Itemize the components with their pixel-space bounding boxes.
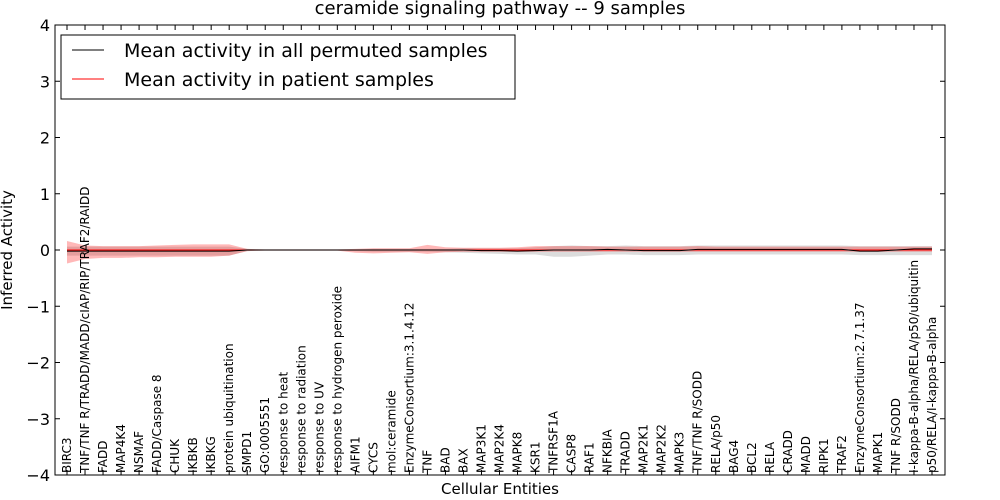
y-tick-label: 0	[40, 241, 50, 260]
x-axis-category-labels: BIRC3 TNF/TNF R/TRADD/MADD/cIAP/RIP/TRAF2…	[60, 25, 939, 475]
x-category-label: MAP2K2	[655, 424, 669, 473]
x-category-label: RELA	[763, 441, 777, 473]
band-permuted	[67, 245, 932, 257]
x-category-label: KSR1	[529, 442, 543, 473]
x-category-label: MAPK8	[511, 432, 525, 473]
x-category-label: MAPK3	[673, 432, 687, 473]
x-category-label: CYCS	[366, 442, 380, 473]
x-category-label: MAP4K4	[114, 424, 128, 473]
x-category-label: FADD/Caspase 8	[150, 374, 164, 473]
y-tick-label: −2	[26, 354, 50, 373]
x-category-label: MADD	[799, 436, 813, 473]
x-category-label: p50/RELA/I-kappa-B-alpha	[925, 317, 939, 473]
x-category-label: RIPK1	[817, 438, 831, 473]
x-category-label: TNF R/SODD	[889, 398, 903, 474]
x-category-label: AIFM1	[348, 436, 362, 473]
y-tick-label: −4	[26, 466, 50, 485]
x-category-label: CASP8	[565, 434, 579, 473]
legend-frame	[60, 34, 516, 100]
y-tick-label: −3	[26, 410, 50, 429]
band-patient	[67, 241, 932, 264]
x-category-label: MAP3K1	[475, 424, 489, 473]
x-category-label: FADD	[96, 441, 110, 474]
x-category-label: EnzymeConsortium:2.7.1.37	[853, 302, 867, 473]
x-category-label: mol:ceramide	[384, 390, 398, 473]
x-category-label: TNF/TNF R/SODD	[691, 371, 705, 474]
x-category-label: NFKBIA	[601, 428, 615, 473]
x-category-label: response to heat	[276, 371, 290, 473]
y-tick-label: 3	[40, 72, 50, 91]
x-category-label: RAF1	[583, 442, 597, 473]
x-category-label: protein ubiquitination	[222, 343, 236, 473]
y-tick-label: 4	[40, 16, 50, 35]
x-category-label: CRADD	[781, 430, 795, 473]
x-category-label: GO:0005551	[258, 397, 272, 473]
y-tick-label: 1	[40, 185, 50, 204]
y-axis-label: Inferred Activity	[0, 190, 16, 310]
x-category-label: CHUK	[168, 438, 182, 473]
x-axis-label: Cellular Entities	[441, 480, 559, 498]
y-axis: 4 3 2 1 0 −1 −2 −3 −4	[26, 16, 945, 485]
x-category-label: BAD	[438, 447, 452, 473]
x-category-label: EnzymeConsortium:3.1.4.12	[402, 302, 416, 473]
series-line-permuted	[67, 248, 932, 252]
x-category-label: TRAF2	[835, 435, 849, 474]
x-category-label: NSMAF	[132, 431, 146, 473]
chart-title: ceramide signaling pathway -- 9 samples	[315, 0, 686, 19]
confidence-bands	[67, 241, 932, 264]
x-category-label: TNF	[420, 450, 434, 474]
series-lines	[67, 248, 932, 252]
x-category-label: BAX	[457, 448, 471, 473]
legend: Mean activity in all permuted samples Me…	[60, 34, 516, 100]
x-category-label: MAP2K1	[637, 424, 651, 473]
x-category-label: MAPK1	[871, 432, 885, 473]
x-category-label: response to hydrogen peroxide	[330, 286, 344, 473]
x-category-label: IKBKG	[204, 436, 218, 473]
x-category-label: TNF/TNF R/TRADD/MADD/cIAP/RIP/TRAF2/RAID…	[78, 187, 92, 475]
x-category-label: TNFRSF1A	[547, 410, 561, 474]
x-category-label: IKBKB	[186, 437, 200, 473]
x-category-label: response to radiation	[294, 345, 308, 473]
x-category-label: RELA/p50	[709, 415, 723, 473]
x-category-label: TRADD	[619, 431, 633, 474]
x-category-label: response to UV	[312, 381, 326, 473]
x-category-label: MAP2K4	[493, 424, 507, 473]
legend-label-patient: Mean activity in patient samples	[124, 69, 434, 91]
x-category-label: I-kappa-B-alpha/RELA/p50/ubiquitin	[907, 260, 921, 473]
y-tick-label: 2	[40, 129, 50, 148]
x-category-label: BCL2	[745, 442, 759, 473]
y-tick-label: −1	[26, 297, 50, 316]
x-category-label: BIRC3	[60, 437, 74, 473]
legend-label-permuted: Mean activity in all permuted samples	[124, 40, 487, 62]
x-category-label: SMPD1	[240, 431, 254, 473]
x-category-label: BAG4	[727, 440, 741, 473]
